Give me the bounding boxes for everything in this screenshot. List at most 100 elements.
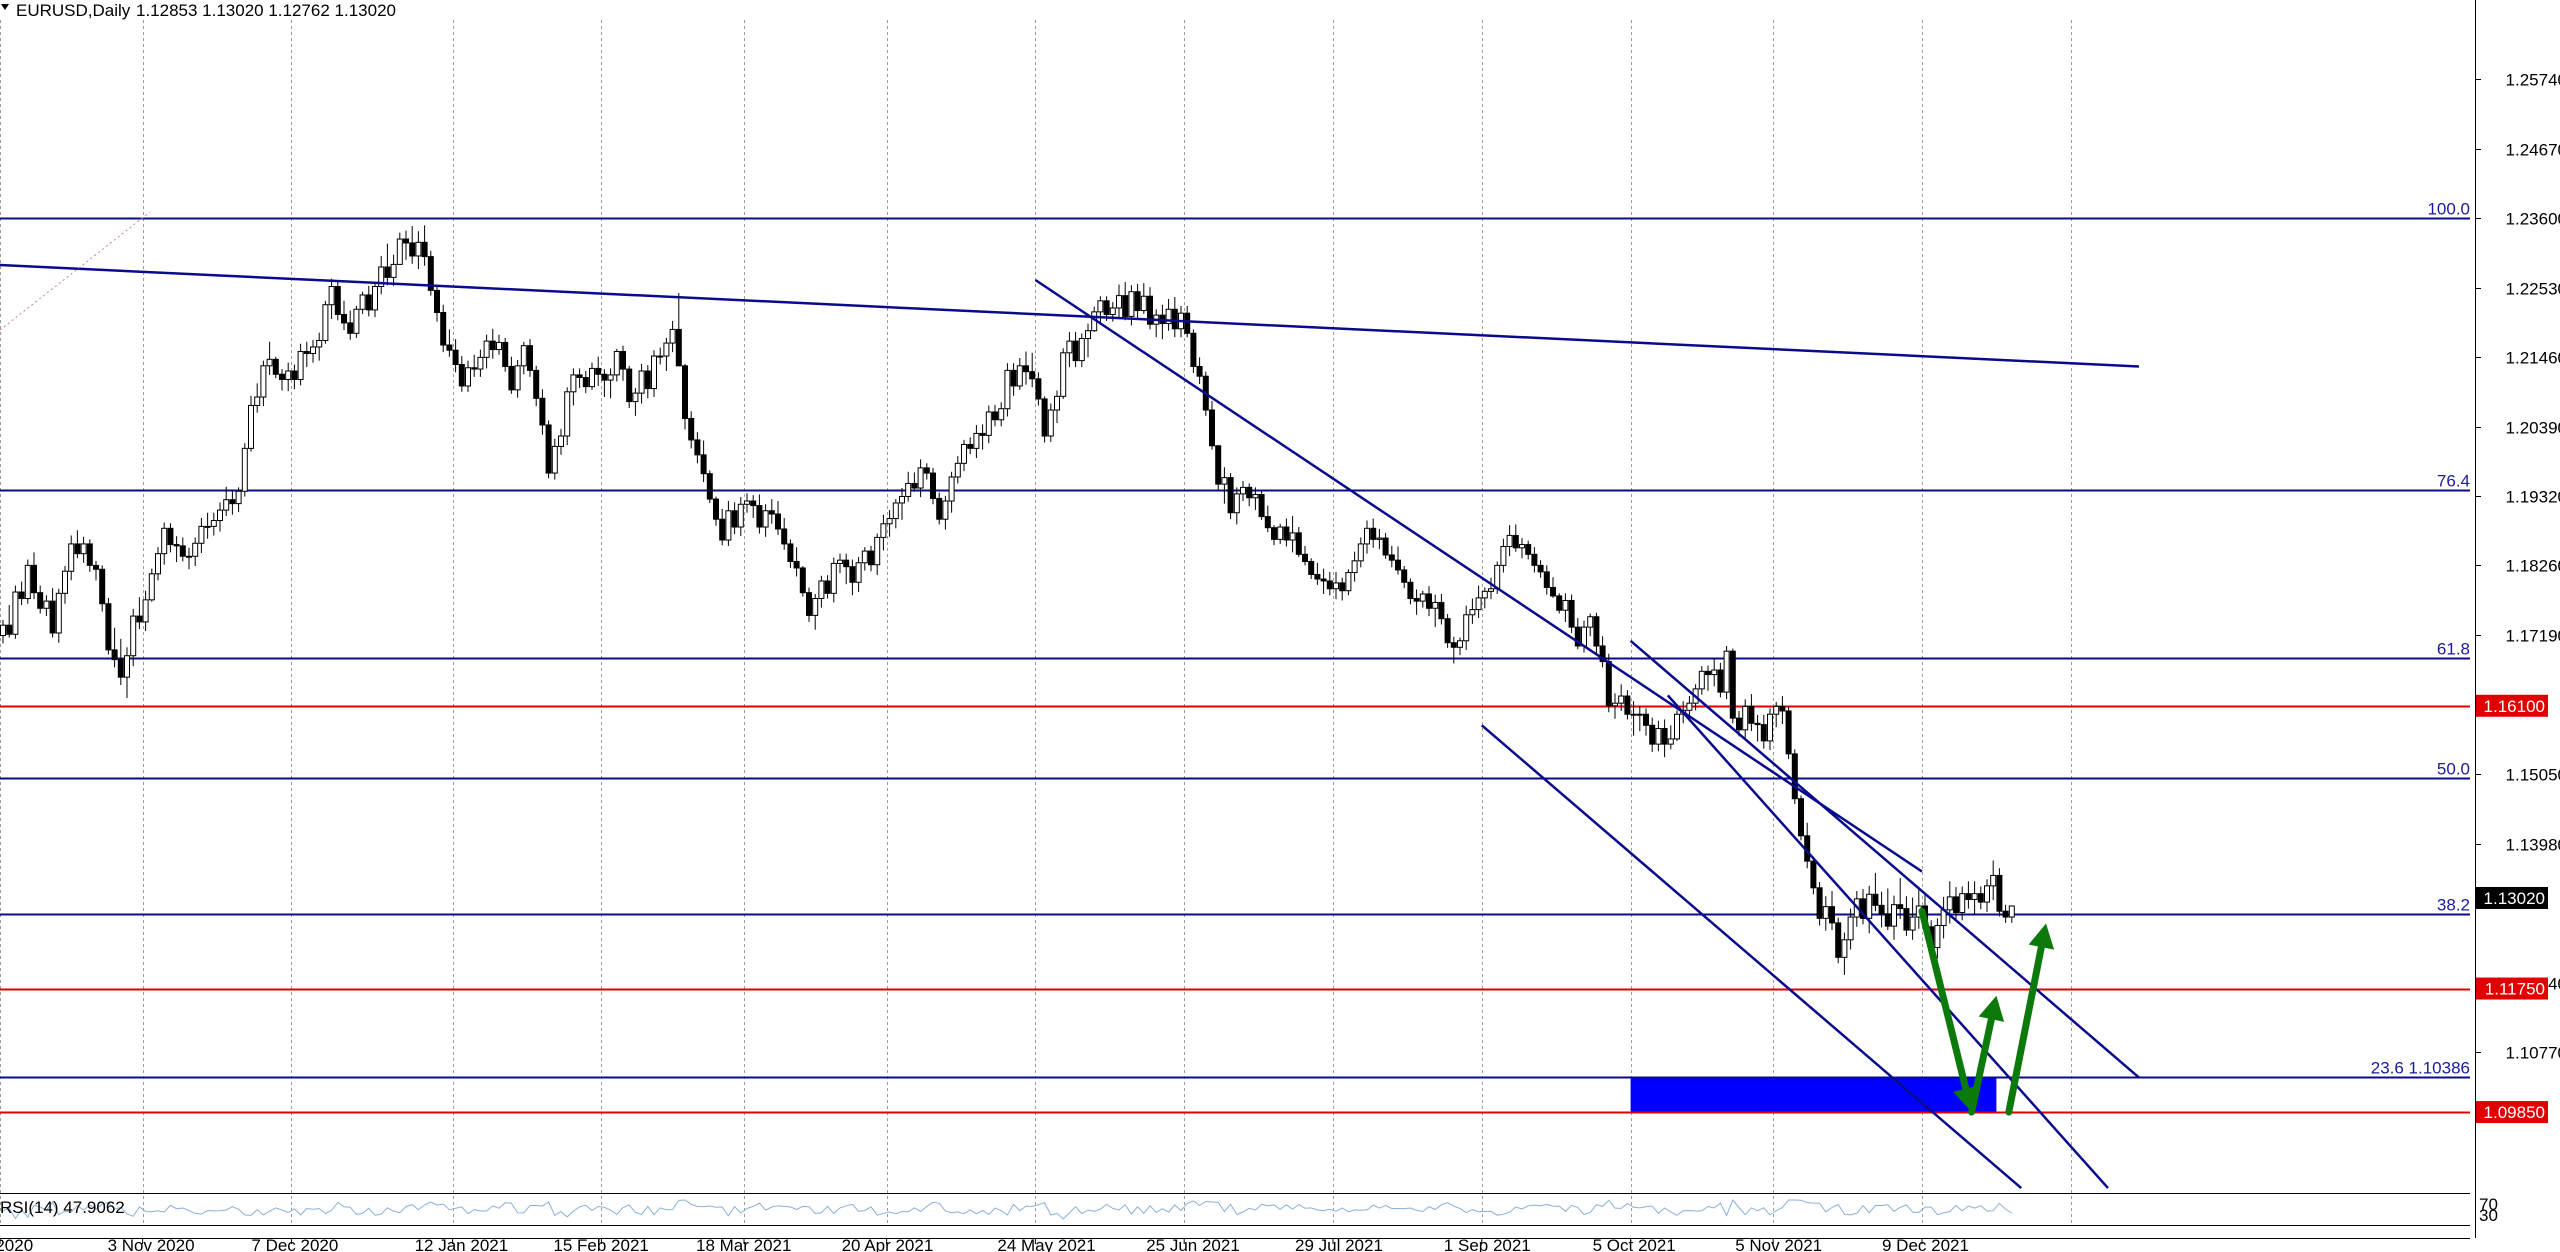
candle-body: [241, 447, 248, 492]
rsi-level-label: 70: [2479, 1195, 2498, 1214]
candle-body: [626, 368, 633, 403]
candle-body: [1289, 532, 1296, 541]
candle-body: [1878, 904, 1885, 915]
candle-body: [942, 500, 949, 520]
candle-body: [1221, 477, 1228, 485]
price-level-tag-text: 1.09850: [2484, 1103, 2545, 1122]
candle-body: [1072, 340, 1079, 362]
candle-body: [80, 543, 87, 555]
candle-body: [74, 543, 81, 555]
trendline[interactable]: [1034, 278, 1923, 873]
candle-body: [1581, 626, 1587, 647]
candle-body: [843, 559, 850, 568]
candle-body: [1016, 365, 1023, 387]
candle-body: [508, 365, 515, 391]
price-tick-label: 1.20390: [2506, 419, 2560, 438]
candle-body: [1314, 573, 1321, 580]
candle-body: [954, 462, 961, 478]
candle-body: [620, 351, 626, 370]
candle-body: [917, 467, 924, 489]
candle-body: [210, 520, 217, 527]
candle-body: [527, 345, 533, 371]
candle-body: [1283, 526, 1290, 541]
candle-body: [372, 286, 378, 311]
rsi-line: [2, 1199, 2013, 1220]
candle-body: [923, 467, 930, 474]
candle-body: [1953, 896, 1959, 913]
candle-body: [316, 339, 323, 348]
candle-body: [632, 392, 639, 403]
candle-body: [595, 367, 602, 375]
candle-body: [353, 308, 360, 334]
candle-body: [0, 624, 6, 637]
candle-body: [1822, 906, 1829, 919]
candle-body: [483, 340, 490, 358]
trendline[interactable]: [0, 263, 2140, 368]
price-tick-label: 1.22530: [2506, 280, 2560, 299]
candle-body: [142, 599, 149, 623]
candle-body: [1711, 669, 1718, 676]
candle-body: [489, 340, 496, 351]
candle-body: [1109, 307, 1116, 315]
trendline[interactable]: [1629, 639, 2140, 1079]
candle-body: [1171, 308, 1178, 330]
candle-body: [1519, 544, 1525, 549]
candle-body: [1829, 906, 1835, 924]
candle-body: [1946, 896, 1953, 911]
candle-body: [558, 435, 564, 447]
candle-body: [768, 510, 775, 515]
candle-body: [322, 304, 329, 341]
demand-zone-layer: [1630, 1077, 1997, 1113]
candle-body: [1382, 537, 1389, 556]
candle-body: [1326, 580, 1333, 590]
candle-body: [744, 500, 750, 505]
price-level-tag: [2476, 1101, 2548, 1124]
candle-body: [1227, 477, 1234, 514]
candle-body: [359, 294, 366, 310]
trendlines-layer[interactable]: [0, 211, 2140, 1190]
price-tick-label: 1.17190: [2506, 627, 2560, 646]
candle-body: [1984, 885, 1990, 903]
candle-body: [1395, 559, 1401, 571]
candle-body: [1233, 493, 1240, 514]
fib-level-label: 76.4: [2437, 472, 2470, 491]
trendline[interactable]: [1666, 694, 2109, 1189]
time-tick-label: 1 Sep 2021: [1444, 1236, 1531, 1252]
candle-body: [1209, 409, 1215, 447]
candle-body: [781, 528, 788, 545]
candle-body: [1729, 650, 1736, 719]
forecast-arrow: [1968, 1015, 1995, 1116]
trendline[interactable]: [1480, 724, 2023, 1190]
candle-body: [967, 443, 974, 449]
candle-body: [1364, 527, 1370, 545]
candle-body: [1481, 590, 1488, 599]
candle-body: [328, 286, 335, 306]
candle-body: [1320, 578, 1327, 582]
menu-triangle-icon[interactable]: [1, 4, 9, 10]
candle-body: [1190, 332, 1197, 367]
candle-body: [452, 349, 459, 366]
time-tick-label: 15 Feb 2021: [553, 1236, 648, 1252]
candle-body: [1438, 601, 1445, 620]
candle-body: [18, 591, 25, 600]
time-tick-label: 3 Nov 2020: [108, 1236, 195, 1252]
candle-body: [136, 615, 143, 623]
time-tick-label: 5 Oct 2021: [1593, 1236, 1676, 1252]
candle-body: [86, 543, 93, 566]
candle-body: [570, 374, 577, 393]
price-level-tag: [2476, 694, 2548, 717]
candle-body: [235, 490, 242, 505]
candle-body: [1705, 670, 1711, 676]
candle-body: [2002, 910, 2009, 918]
candle-body: [68, 543, 75, 572]
time-tick-label: 9 Dec 2021: [1882, 1236, 1969, 1252]
candle-body: [1370, 527, 1377, 540]
candle-body: [1413, 598, 1420, 602]
candle-body: [62, 570, 68, 594]
candle-body: [427, 256, 434, 291]
candle-body: [992, 411, 998, 421]
candle-body: [1624, 695, 1631, 715]
arrow-head-icon: [2028, 923, 2055, 950]
